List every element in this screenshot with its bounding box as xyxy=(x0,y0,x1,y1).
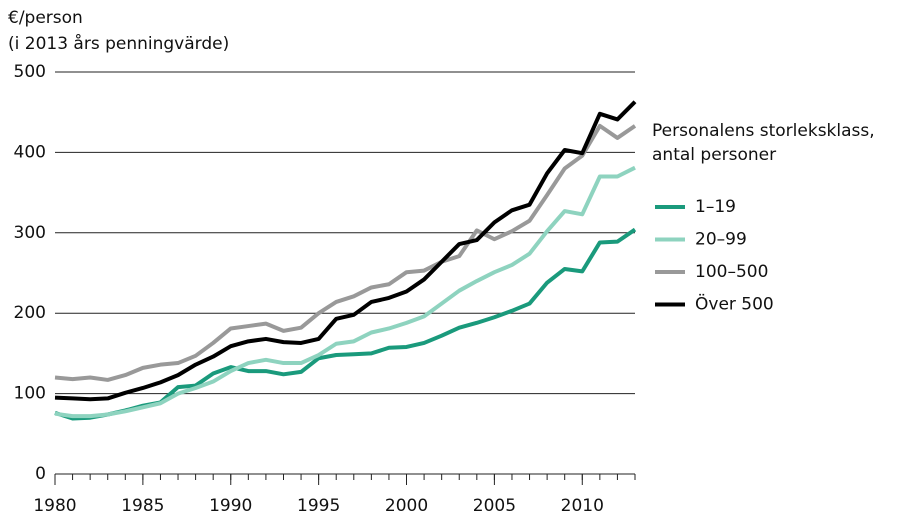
legend-title: Personalens storleksklass, xyxy=(652,121,875,141)
legend-label: 1–19 xyxy=(695,197,736,217)
y-tick-label: 300 xyxy=(14,223,46,243)
x-tick-label: 1995 xyxy=(297,496,340,516)
line-series xyxy=(54,123,637,382)
y-tick-label: 200 xyxy=(14,303,46,323)
y-tick-label: 500 xyxy=(14,62,46,82)
x-tick-label: 2010 xyxy=(561,496,604,516)
y-axis-label: €/person xyxy=(8,8,83,28)
legend-label: 100–500 xyxy=(695,262,768,282)
y-tick-label: 100 xyxy=(14,384,46,404)
y-axis-label: (i 2013 års penningvärde) xyxy=(8,33,229,54)
line-series xyxy=(54,100,637,402)
x-tick-label: 1985 xyxy=(121,496,164,516)
x-tick-label: 2005 xyxy=(473,496,516,516)
x-tick-label: 1980 xyxy=(33,496,76,516)
x-tick-label: 2000 xyxy=(385,496,428,516)
line-series xyxy=(54,165,636,419)
y-tick-label: 400 xyxy=(14,142,46,162)
legend-label: Över 500 xyxy=(695,293,774,315)
legend-label: 20–99 xyxy=(695,230,747,250)
legend-title: antal personer xyxy=(652,145,776,165)
y-tick-label: 0 xyxy=(35,464,46,484)
x-tick-label: 1990 xyxy=(209,496,252,516)
